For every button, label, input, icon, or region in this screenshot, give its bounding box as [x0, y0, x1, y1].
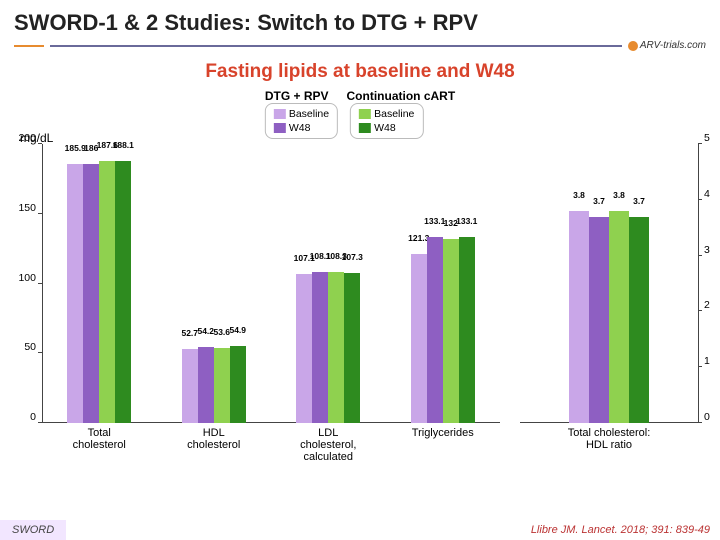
bar-value-label: 54.9 [229, 325, 246, 335]
y-tick-label: 100 [18, 272, 36, 284]
bar-value-label: 53.6 [213, 327, 230, 337]
bar-value-label: 133.1 [456, 216, 477, 226]
bar-value-label: 133.1 [424, 216, 445, 226]
y-tick-label: 4 [704, 188, 710, 200]
bar [198, 347, 214, 423]
y-tick-label: 200 [18, 132, 36, 144]
bar [609, 211, 629, 423]
bar [312, 272, 328, 423]
legend: DTG + RPV Continuation cART Baseline W48… [265, 89, 455, 139]
bar-value-label: 3.8 [613, 190, 625, 200]
bar [99, 161, 115, 423]
chart-subtitle: Fasting lipids at baseline and W48 [0, 61, 720, 83]
legend-w48-1: W48 [289, 122, 311, 134]
legend-group-1: DTG + RPV [265, 89, 329, 103]
bar-value-label: 185.9 [65, 143, 86, 153]
chart-area: DTG + RPV Continuation cART Baseline W48… [10, 89, 710, 459]
x-axis-label: Total cholesterol:HDL ratio [568, 427, 651, 451]
bar-value-label: 3.7 [593, 196, 605, 206]
bar-value-label: 107.3 [342, 252, 363, 262]
bar [427, 237, 443, 423]
bar [459, 237, 475, 423]
page-title: SWORD-1 & 2 Studies: Switch to DTG + RPV [14, 10, 706, 36]
x-axis-label: LDLcholesterol,calculated [300, 427, 356, 463]
x-axis-label: HDLcholesterol [187, 427, 240, 451]
bar-value-label: 188.1 [113, 140, 134, 150]
y-tick-label: 0 [704, 411, 710, 423]
bar [214, 348, 230, 423]
bar [411, 254, 427, 423]
legend-baseline-2: Baseline [374, 108, 414, 120]
bar [83, 164, 99, 423]
bar-value-label: 3.7 [633, 196, 645, 206]
y-tick-label: 150 [18, 202, 36, 214]
y-tick-label: 5 [704, 132, 710, 144]
bar [296, 274, 312, 423]
legend-group-2: Continuation cART [347, 89, 456, 103]
bar [589, 217, 609, 423]
y-tick-label: 0 [30, 411, 36, 423]
y-tick-label: 50 [24, 341, 36, 353]
legend-w48-2: W48 [374, 122, 396, 134]
y-tick-label: 2 [704, 299, 710, 311]
citation: Llibre JM. Lancet. 2018; 391: 839-49 [531, 524, 720, 540]
study-badge: SWORD [0, 520, 66, 540]
bar [115, 161, 131, 423]
bar [443, 239, 459, 423]
site-logo: ARV-trials.com [628, 40, 706, 51]
divider-rule [50, 45, 622, 47]
x-axis-label: Triglycerides [412, 427, 474, 439]
x-axis-label: Totalcholesterol [73, 427, 126, 451]
y-tick-label: 3 [704, 244, 710, 256]
bar [629, 217, 649, 423]
bar [344, 273, 360, 423]
bar-value-label: 54.2 [197, 326, 214, 336]
legend-baseline-1: Baseline [289, 108, 329, 120]
bar [67, 164, 83, 423]
accent-rule [14, 45, 44, 47]
bar [569, 211, 589, 423]
bar [182, 349, 198, 423]
bar [328, 272, 344, 423]
bar-value-label: 52.7 [181, 328, 198, 338]
y-tick-label: 1 [704, 355, 710, 367]
bar [230, 346, 246, 423]
bar-value-label: 3.8 [573, 190, 585, 200]
